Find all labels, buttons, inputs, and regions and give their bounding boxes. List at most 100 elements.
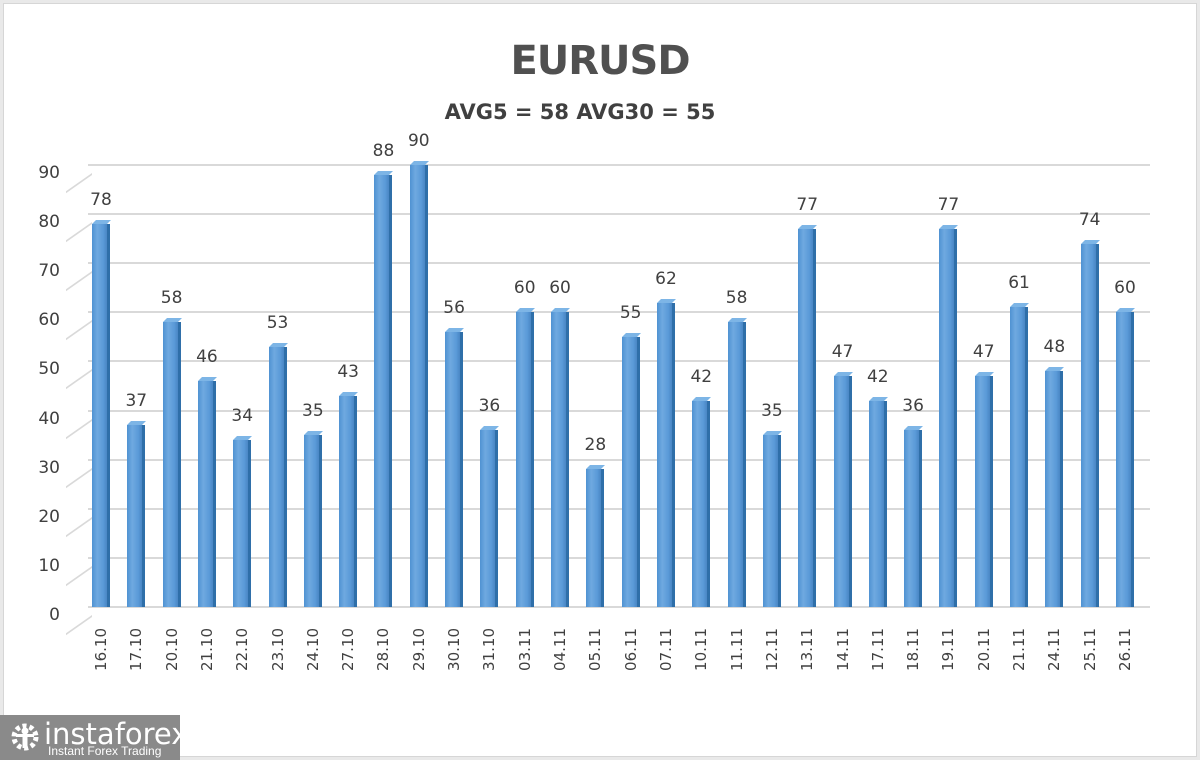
bar-21.11 <box>1010 307 1029 607</box>
data-label: 53 <box>266 312 289 333</box>
bar-18.11 <box>904 430 923 607</box>
gridline-depth <box>66 369 92 390</box>
gridline-depth <box>66 222 92 243</box>
bar-17.11 <box>868 400 887 607</box>
gridline-depth <box>66 320 92 341</box>
data-label: 74 <box>1078 209 1101 230</box>
brand-tagline: Instant Forex Trading <box>48 744 162 758</box>
gridline <box>88 507 1150 510</box>
data-label: 78 <box>90 189 112 210</box>
watermark-logo: instaforex Instant Forex Trading <box>0 715 188 760</box>
x-tick-label: 10.11 <box>692 628 711 671</box>
data-label: 36 <box>478 396 501 417</box>
x-tick-label: 27.10 <box>339 628 358 671</box>
x-tick-label: 26.11 <box>1116 628 1134 671</box>
data-label: 90 <box>407 131 430 151</box>
data-label: 37 <box>125 391 148 412</box>
bar-24.11 <box>1045 371 1064 607</box>
data-label: 58 <box>725 288 748 309</box>
x-tick-label: 31.10 <box>480 628 499 671</box>
x-tick-label: 12.11 <box>762 628 781 671</box>
bar-14.11 <box>833 376 852 607</box>
data-label: 88 <box>372 140 395 161</box>
x-tick-label: 25.11 <box>1080 628 1099 671</box>
y-tick-label: 60 <box>38 310 60 331</box>
gridline-depth <box>66 271 92 292</box>
bar-28.10 <box>374 174 393 607</box>
x-tick-label: 18.11 <box>904 628 923 671</box>
x-tick-label: 30.10 <box>445 628 464 671</box>
bar-06.11 <box>621 336 640 607</box>
data-label: 56 <box>443 297 465 318</box>
data-label: 47 <box>831 342 854 363</box>
chart-subtitle: AVG5 = 58 AVG30 = 55 <box>444 100 716 124</box>
data-label: 60 <box>1114 278 1136 299</box>
bar-27.10 <box>339 395 358 607</box>
bar-12.11 <box>762 435 781 607</box>
bar-13.11 <box>798 228 817 607</box>
x-tick-label: 07.11 <box>656 628 675 671</box>
x-tick-label: 11.11 <box>727 628 746 671</box>
x-tick-label: 05.11 <box>586 628 605 671</box>
y-tick-label: 50 <box>38 359 60 380</box>
data-label: 42 <box>866 366 889 387</box>
chart-title: EURUSD <box>510 38 690 84</box>
bar-10.11 <box>692 400 711 607</box>
data-label: 47 <box>972 342 995 363</box>
bar-22.10 <box>233 440 252 607</box>
bar-29.10 <box>409 165 428 607</box>
bar-25.11 <box>1080 243 1099 607</box>
data-label: 36 <box>902 396 924 417</box>
x-tick-label: 03.11 <box>515 628 534 671</box>
x-tick-label: 20.11 <box>974 628 993 671</box>
gridline <box>88 360 1150 363</box>
gridline <box>88 311 1150 314</box>
data-label: 34 <box>231 406 254 427</box>
brand-name: instaforex <box>44 717 189 751</box>
gridline <box>88 164 1150 166</box>
bar-17.10 <box>127 425 146 607</box>
gridline-depth <box>66 565 92 587</box>
y-tick-label: 10 <box>38 555 60 576</box>
gear-person-icon <box>11 723 39 751</box>
data-label: 60 <box>549 278 571 299</box>
data-label: 77 <box>937 194 960 215</box>
x-tick-label: 21.11 <box>1010 628 1029 671</box>
data-label: 77 <box>796 194 819 215</box>
x-tick-label: 13.11 <box>798 628 817 671</box>
bar-21.10 <box>197 381 216 607</box>
bar-20.10 <box>162 322 181 607</box>
x-tick-label: 23.10 <box>268 628 287 671</box>
gridline-depth <box>66 516 92 537</box>
bar-07.11 <box>656 302 675 607</box>
x-tick-label: 24.10 <box>303 628 322 671</box>
data-label: 28 <box>584 435 607 456</box>
bar-20.11 <box>974 376 993 607</box>
bar-04.11 <box>551 312 570 607</box>
data-label: 55 <box>619 302 642 323</box>
data-label: 46 <box>196 347 218 368</box>
x-tick-label: 17.11 <box>868 628 887 671</box>
gridline <box>88 213 1150 216</box>
bar-30.10 <box>445 331 464 607</box>
x-tick-label: 20.10 <box>162 628 181 671</box>
data-label: 43 <box>337 361 359 382</box>
gridline <box>88 606 1150 608</box>
x-tick-label: 28.10 <box>374 628 393 671</box>
x-tick-label: 04.11 <box>551 628 570 671</box>
y-tick-label: 0 <box>49 605 60 625</box>
x-tick-label: 29.10 <box>409 628 428 671</box>
gridline-depth <box>66 615 92 636</box>
gridline <box>88 556 1150 559</box>
bar-23.10 <box>268 346 287 607</box>
x-tick-label: 17.10 <box>127 628 146 671</box>
y-tick-label: 30 <box>38 457 60 478</box>
data-label: 42 <box>690 366 713 387</box>
gridline-depth <box>66 467 92 488</box>
data-label: 48 <box>1043 337 1066 358</box>
gridline <box>88 262 1150 265</box>
bar-26.11 <box>1116 312 1134 607</box>
bar-05.11 <box>586 469 605 607</box>
bar-16.10 <box>92 223 110 607</box>
x-tick-label: 24.11 <box>1045 628 1064 671</box>
